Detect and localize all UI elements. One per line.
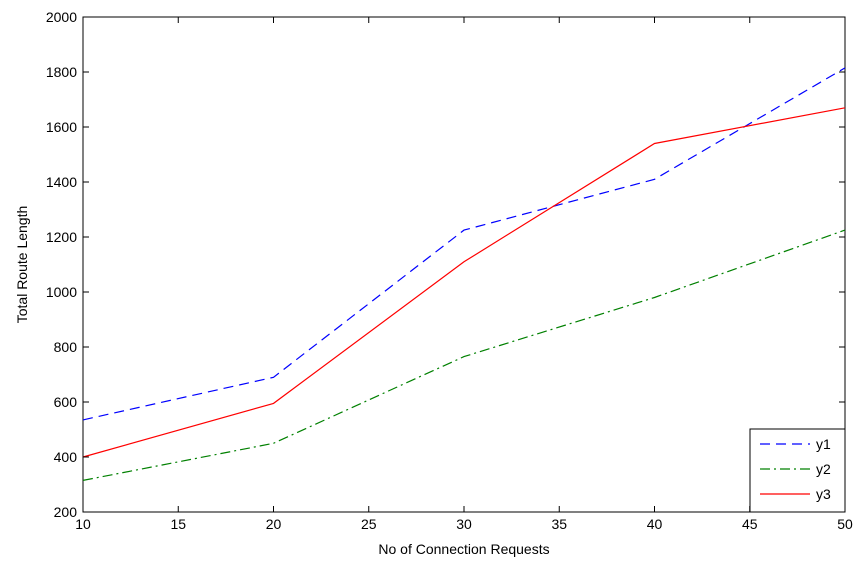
y-tick-label: 1000 xyxy=(46,284,77,300)
y-axis-label: Total Route Length xyxy=(14,206,30,324)
x-tick-label: 20 xyxy=(266,516,282,532)
x-tick-label: 30 xyxy=(456,516,472,532)
y-tick-label: 800 xyxy=(54,339,78,355)
legend-box xyxy=(749,428,846,513)
y-tick-label: 1400 xyxy=(46,174,77,190)
y-tick-label: 400 xyxy=(54,449,78,465)
series-line-y1 xyxy=(82,67,846,421)
series-layer xyxy=(82,67,846,481)
y-tick-label: 1200 xyxy=(46,229,77,245)
x-tick-label: 15 xyxy=(170,516,186,532)
y-tick-label: 2000 xyxy=(46,9,77,25)
plot-frame xyxy=(82,16,846,513)
ticks-layer: 10 15 20 25 30 35 40 45 50 200 400 600 800 1000 1200 14… xyxy=(46,9,853,532)
y-tick-label: 600 xyxy=(54,394,78,410)
x-tick-label: 50 xyxy=(837,516,853,532)
x-tick-label: 10 xyxy=(75,516,91,532)
series-line-y3 xyxy=(82,107,846,458)
legend-label-y1: y1 xyxy=(816,436,831,452)
x-tick-label: 25 xyxy=(361,516,377,532)
plot-area xyxy=(82,16,846,513)
x-axis-label: No of Connection Requests xyxy=(378,541,549,557)
legend: y1 y2 y3 xyxy=(749,428,846,513)
y-tick-label: 1800 xyxy=(46,64,77,80)
legend-label-y3: y3 xyxy=(816,486,831,502)
series-line-y2 xyxy=(82,229,846,481)
y-tick-label: 200 xyxy=(54,504,78,520)
x-tick-label: 35 xyxy=(551,516,567,532)
x-tick-label: 45 xyxy=(742,516,758,532)
y-tick-label: 1600 xyxy=(46,119,77,135)
legend-label-y2: y2 xyxy=(816,461,831,477)
x-tick-label: 40 xyxy=(647,516,663,532)
